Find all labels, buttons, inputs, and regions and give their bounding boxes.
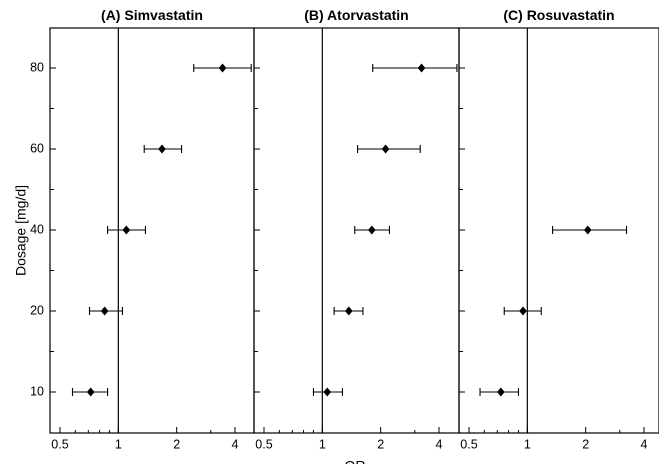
- panel-title: (C) Rosuvastatin: [503, 7, 614, 23]
- panel: (B) Atorvastatin 0.5 1 2 4: [253, 7, 460, 451]
- data-point: [519, 306, 527, 316]
- x-tick-label: 1: [524, 437, 531, 451]
- x-tick-label: 2: [377, 437, 384, 451]
- panel-title: (B) Atorvastatin: [304, 7, 409, 23]
- y-tick-label: 10: [30, 384, 44, 398]
- data-point: [122, 225, 131, 235]
- x-tick-label: 0.5: [255, 437, 272, 451]
- y-tick-label: 20: [30, 303, 44, 317]
- data-point: [417, 63, 426, 73]
- data-point: [367, 225, 376, 235]
- x-tick-label: 4: [232, 437, 239, 451]
- panel: (A) Simvastatin 0.5 1 2 4: [49, 7, 255, 451]
- x-tick-label: 4: [436, 437, 443, 451]
- panel-title: (A) Simvastatin: [101, 7, 203, 23]
- data-point: [345, 306, 353, 316]
- data-point: [381, 144, 390, 154]
- data-point: [86, 387, 95, 397]
- data-point: [583, 225, 592, 235]
- x-tick-label: 1: [319, 437, 326, 451]
- x-tick-label: 4: [641, 437, 648, 451]
- y-tick-label: 40: [30, 222, 44, 236]
- data-point: [158, 144, 166, 154]
- y-tick-label: 60: [30, 141, 44, 155]
- x-tick-label: 1: [115, 437, 122, 451]
- panel: (C) Rosuvastatin 0.5 1 2 4: [458, 7, 659, 451]
- data-point: [218, 63, 227, 73]
- x-tick-label: 0.5: [460, 437, 477, 451]
- x-axis-label: OR: [345, 457, 366, 464]
- x-tick-label: 0.5: [51, 437, 68, 451]
- x-tick-label: 2: [582, 437, 589, 451]
- data-point: [497, 387, 505, 397]
- panel-frame: [49, 27, 255, 434]
- x-tick-label: 2: [173, 437, 180, 451]
- data-point: [100, 306, 109, 316]
- data-point: [323, 387, 332, 397]
- y-tick-label: 80: [30, 60, 44, 74]
- y-axis-label: Dosage [mg/d]: [13, 185, 29, 276]
